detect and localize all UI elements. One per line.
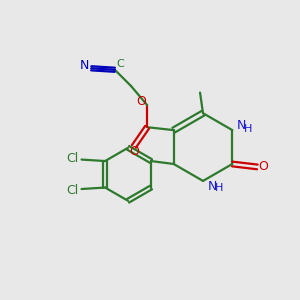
Text: O: O (136, 95, 146, 108)
Text: H: H (244, 124, 253, 134)
Text: N: N (237, 119, 246, 132)
Text: C: C (116, 59, 124, 70)
Text: N: N (80, 59, 89, 72)
Text: O: O (258, 160, 268, 173)
Text: Cl: Cl (67, 184, 79, 197)
Text: H: H (215, 183, 224, 193)
Text: Cl: Cl (67, 152, 79, 165)
Text: N: N (208, 180, 217, 193)
Text: O: O (129, 145, 139, 158)
